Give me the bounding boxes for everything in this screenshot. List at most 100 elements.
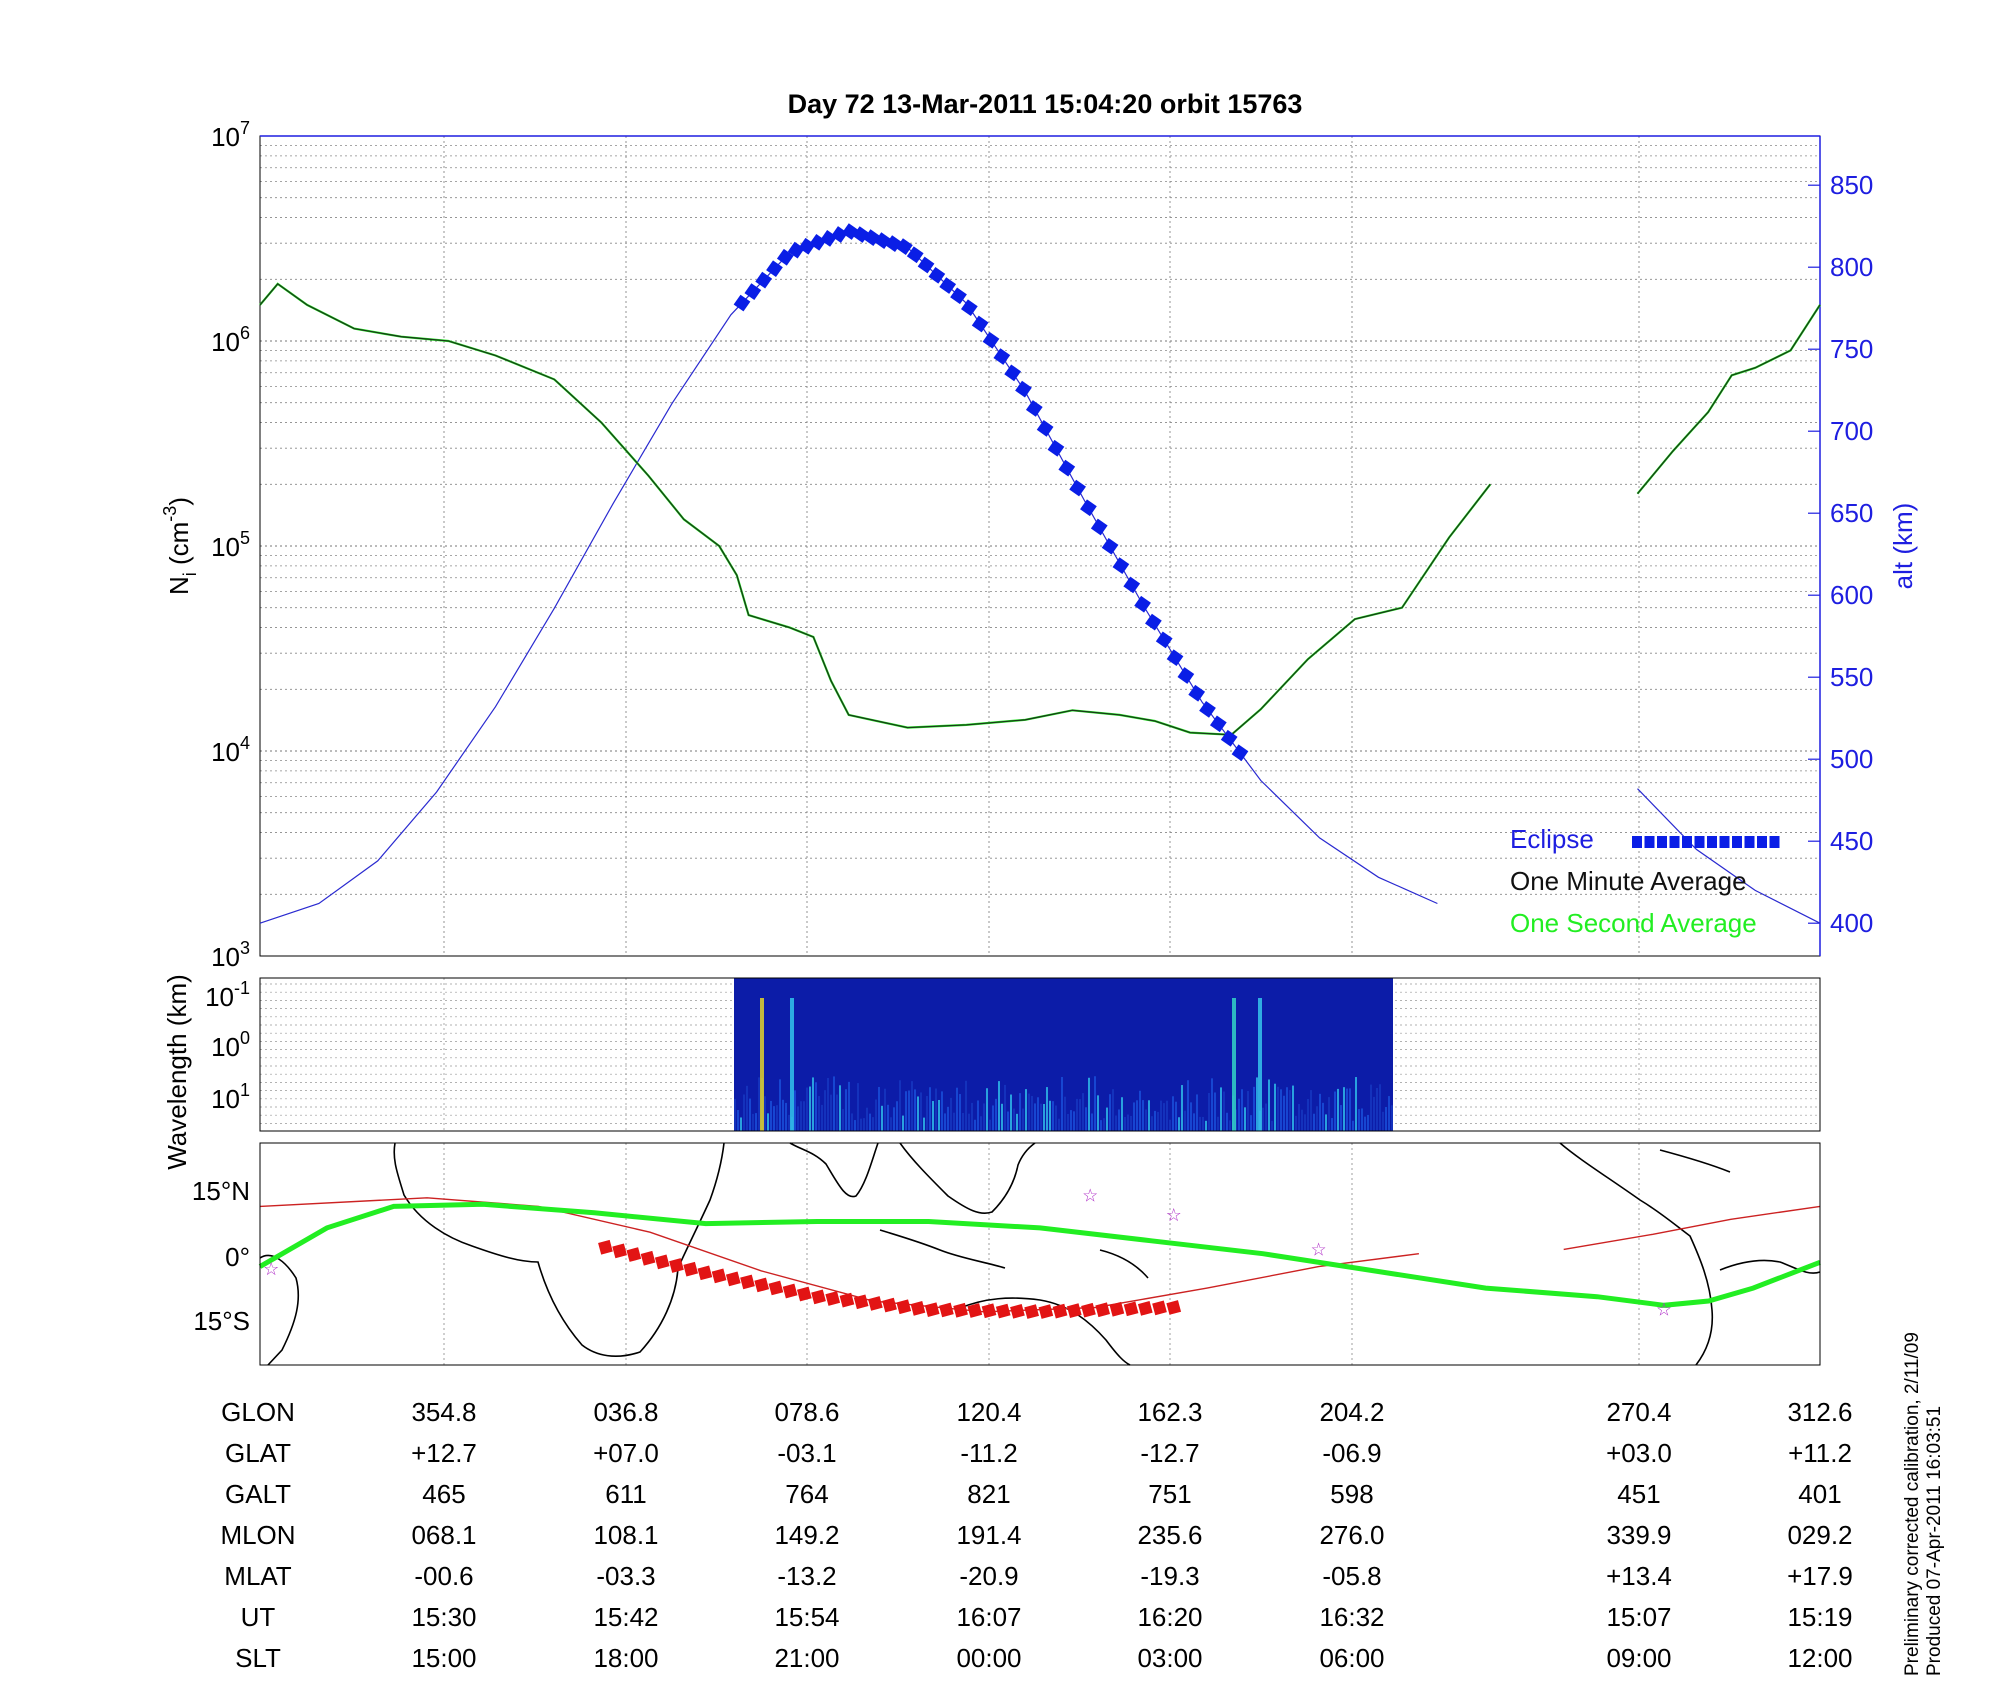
svg-text:Ni (cm-3): Ni (cm-3) bbox=[160, 497, 200, 595]
spectro-column bbox=[995, 1098, 997, 1131]
orbit-track-line bbox=[259, 1197, 1419, 1313]
right-tick-label: 800 bbox=[1830, 252, 1873, 282]
table-cell: +12.7 bbox=[411, 1438, 477, 1468]
map-eclipse-marker bbox=[910, 1301, 926, 1316]
spectro-column bbox=[932, 1101, 934, 1131]
spectro-column bbox=[1049, 1100, 1051, 1131]
map-eclipse-marker bbox=[768, 1280, 784, 1296]
spectro-column bbox=[869, 1113, 871, 1131]
spectro-column bbox=[809, 1086, 811, 1131]
spectro-column bbox=[893, 1107, 895, 1131]
spectro-column bbox=[956, 1087, 958, 1131]
spectro-column bbox=[1361, 1108, 1363, 1131]
map-tick-label: 15°S bbox=[193, 1306, 250, 1336]
spectro-column bbox=[1223, 1091, 1225, 1131]
table-cell: 312.6 bbox=[1787, 1397, 1852, 1427]
spectro-column bbox=[797, 1106, 799, 1131]
spectro-column bbox=[899, 1080, 901, 1131]
eclipse-marker bbox=[1112, 557, 1130, 574]
spectro-column bbox=[884, 1088, 886, 1131]
table-cell: 16:07 bbox=[956, 1602, 1021, 1632]
table-row-label: GALT bbox=[225, 1479, 291, 1509]
spectro-column bbox=[1019, 1093, 1021, 1131]
eclipse-marker bbox=[1090, 518, 1108, 536]
spectro-column bbox=[1310, 1090, 1312, 1131]
spectrogram-frame bbox=[259, 977, 1821, 1132]
eclipse-marker bbox=[928, 266, 946, 284]
spectro-column bbox=[1067, 1113, 1069, 1131]
spectro-column bbox=[1274, 1083, 1276, 1131]
spectro-column bbox=[1163, 1103, 1165, 1131]
coastline bbox=[789, 1142, 879, 1198]
map-eclipse-marker bbox=[697, 1265, 713, 1281]
coastline bbox=[393, 1142, 725, 1358]
spectro-column bbox=[812, 1077, 814, 1131]
legend-eclipse-square bbox=[1707, 836, 1717, 848]
map-eclipse-marker bbox=[612, 1243, 627, 1259]
spectro-column bbox=[1139, 1090, 1141, 1131]
legend-eclipse-square bbox=[1719, 836, 1730, 848]
table-cell: -12.7 bbox=[1140, 1438, 1199, 1468]
spectro-column bbox=[1154, 1110, 1156, 1131]
table-cell: 21:00 bbox=[774, 1643, 839, 1673]
table-cell: 15:19 bbox=[1787, 1602, 1852, 1632]
table-cell: -05.8 bbox=[1322, 1561, 1381, 1591]
spectro-column bbox=[905, 1091, 907, 1131]
spectro-column bbox=[752, 1113, 754, 1131]
left-tick-label: 105 bbox=[211, 528, 250, 562]
spectro-column bbox=[1028, 1093, 1030, 1131]
legend-eclipse-square bbox=[1732, 836, 1742, 848]
spectro-column bbox=[1220, 1087, 1222, 1131]
eclipse-marker bbox=[1199, 700, 1216, 718]
altitude-line-tail bbox=[1637, 788, 1821, 924]
spectro-column bbox=[740, 1117, 742, 1131]
legend-eclipse-square bbox=[1744, 836, 1755, 848]
eclipse-marker bbox=[776, 248, 794, 266]
table-cell: 270.4 bbox=[1606, 1397, 1671, 1427]
map-eclipse-marker bbox=[825, 1291, 841, 1306]
map-eclipse-marker bbox=[967, 1303, 983, 1318]
spectro-column bbox=[1172, 1096, 1174, 1131]
map-eclipse-marker bbox=[1010, 1303, 1025, 1319]
spectro-tick-label: 101 bbox=[211, 1080, 250, 1114]
left-tick-label: 106 bbox=[211, 323, 250, 357]
orbit-track-line bbox=[1563, 1205, 1821, 1251]
spectro-column bbox=[1151, 1116, 1153, 1131]
spectro-column bbox=[1325, 1114, 1327, 1131]
spectro-column bbox=[1367, 1114, 1369, 1131]
spectro-column bbox=[1076, 1098, 1078, 1131]
spectro-column bbox=[1001, 1103, 1003, 1131]
eclipse-marker bbox=[1155, 631, 1173, 649]
spectro-column bbox=[1046, 1087, 1048, 1131]
spectro-column bbox=[839, 1085, 841, 1131]
footnote-calibration: Preliminary corrected calibration, 2/11/… bbox=[1902, 1332, 1923, 1676]
spectro-column bbox=[857, 1083, 859, 1131]
spectro-column bbox=[821, 1104, 823, 1131]
legend-eclipse-square bbox=[1682, 836, 1692, 848]
eclipse-marker bbox=[1134, 595, 1151, 613]
spectro-column bbox=[1016, 1113, 1018, 1131]
spectro-column bbox=[824, 1090, 826, 1131]
spectro-column bbox=[1034, 1103, 1036, 1131]
minute-average-line-2 bbox=[1636, 304, 1821, 495]
spectro-column bbox=[968, 1113, 970, 1131]
spectro-column bbox=[764, 1096, 766, 1131]
map-eclipse-marker bbox=[669, 1258, 684, 1273]
spectro-column bbox=[818, 1096, 820, 1131]
spectro-column bbox=[1157, 1111, 1159, 1131]
eclipse-marker bbox=[982, 331, 1000, 349]
station-star-icon: ☆ bbox=[263, 1259, 279, 1279]
table-cell: -20.9 bbox=[959, 1561, 1018, 1591]
map-eclipse-marker bbox=[868, 1296, 883, 1311]
spectro-column bbox=[845, 1089, 847, 1131]
spectro-column bbox=[1229, 1120, 1231, 1131]
spectro-column bbox=[1346, 1088, 1348, 1131]
eclipse-marker bbox=[1123, 576, 1141, 594]
right-tick-label: 500 bbox=[1830, 744, 1873, 774]
spectro-column bbox=[1250, 1115, 1252, 1131]
spectro-column bbox=[926, 1096, 928, 1131]
station-star-icon: ☆ bbox=[1082, 1186, 1098, 1206]
eclipse-marker bbox=[831, 226, 848, 243]
spectro-column bbox=[1304, 1114, 1306, 1131]
spectro-column bbox=[1340, 1105, 1342, 1131]
